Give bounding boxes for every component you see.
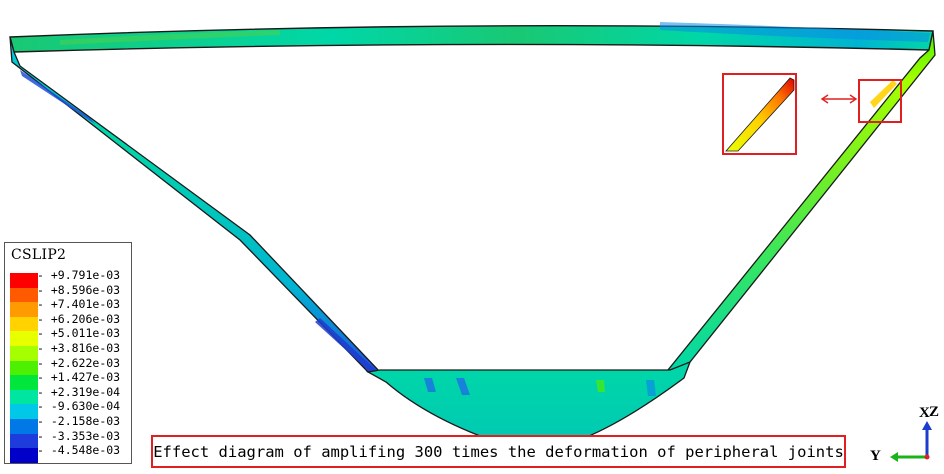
legend-swatch	[10, 345, 38, 361]
legend-value-label: -9.630e-04	[37, 399, 120, 414]
legend-swatch	[10, 448, 38, 463]
riverbed-green-patch	[596, 380, 605, 392]
legend-value-label: -4.548e-03	[37, 443, 120, 458]
crest-hotspot-left	[60, 30, 280, 45]
legend-swatch	[10, 287, 38, 303]
left-slope-blue-toe	[315, 318, 378, 372]
legend-swatch	[10, 360, 38, 376]
legend-swatch	[10, 375, 38, 390]
legend-value-label: +6.206e-03	[37, 312, 120, 327]
legend-value-label: +7.401e-03	[37, 297, 120, 312]
legend-value-label: +2.319e-04	[37, 385, 120, 400]
legend-swatch	[10, 302, 38, 317]
zoom-inset-detail	[725, 77, 795, 152]
legend-swatch	[10, 389, 38, 405]
legend-value-label: +1.427e-03	[37, 370, 120, 385]
double-arrow-icon	[820, 94, 858, 104]
legend-value-label: +5.011e-03	[37, 326, 120, 341]
figure-caption: Effect diagram of amplifing 300 times th…	[151, 435, 846, 468]
legend-swatch	[10, 418, 38, 434]
legend-value-label: -2.158e-03	[37, 414, 120, 429]
legend-swatch	[10, 273, 38, 288]
triad-z-label: Z	[929, 404, 940, 420]
right-slope-hotspot	[870, 80, 897, 108]
legend-value-label: +3.816e-03	[37, 341, 120, 356]
joint-highlight-box	[858, 79, 902, 123]
crest-hotspot-right	[660, 22, 930, 42]
triad-y-label: Y	[870, 448, 881, 464]
legend-value-label: +2.622e-03	[37, 356, 120, 371]
triad-x-label: X	[919, 405, 930, 421]
legend-swatch	[10, 331, 38, 346]
legend-value-label: +8.596e-03	[37, 283, 120, 298]
contour-legend: CSLIP2 +9.791e-03+8.596e-03+7.401e-03+6.…	[4, 242, 132, 464]
legend-value-labels: +9.791e-03+8.596e-03+7.401e-03+6.206e-03…	[37, 268, 120, 458]
axis-triad-icon	[890, 421, 932, 462]
riverbed-blue-patch-2	[456, 378, 470, 395]
legend-title: CSLIP2	[11, 247, 67, 263]
legend-value-label: +9.791e-03	[37, 268, 120, 283]
legend-swatch	[10, 433, 38, 449]
legend-swatch	[10, 316, 38, 332]
legend-color-scale	[10, 273, 38, 463]
legend-value-label: -3.353e-03	[37, 429, 120, 444]
riverbed-blue-patch-1	[424, 378, 436, 392]
riverbed-blue-patch-3	[646, 380, 656, 396]
right-slope-element	[666, 30, 936, 371]
legend-swatch	[10, 404, 38, 419]
left-slope-blue-strip	[20, 70, 95, 124]
